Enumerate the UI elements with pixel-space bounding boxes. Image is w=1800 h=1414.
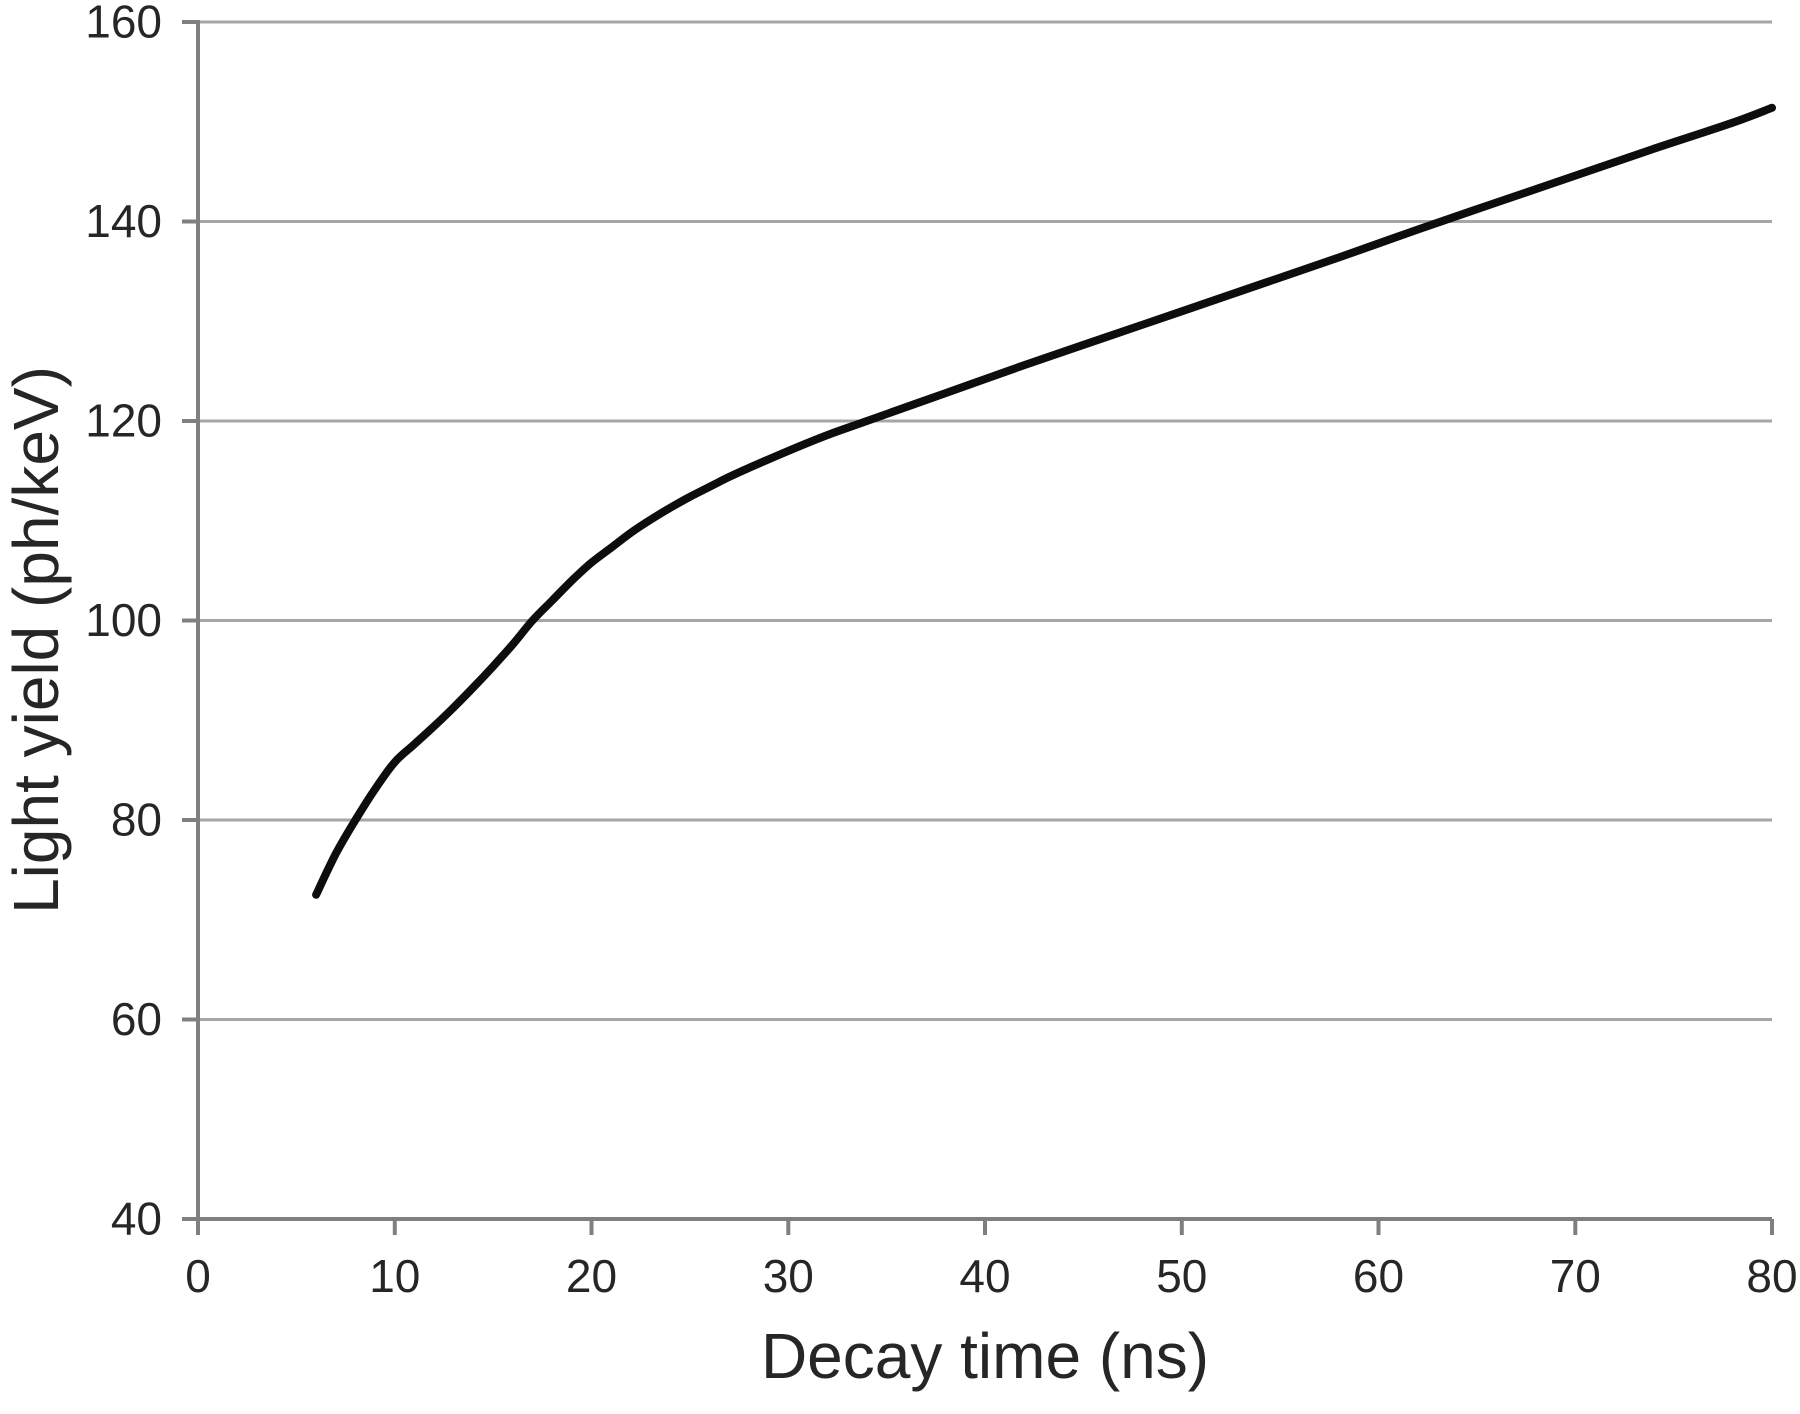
y-axis-title: Light yield (ph/keV)	[0, 366, 72, 914]
x-tick-label-60: 60	[1353, 1250, 1404, 1302]
x-tick-label-40: 40	[959, 1250, 1010, 1302]
y-tick-label-60: 60	[111, 993, 162, 1045]
y-tick-label-80: 80	[111, 794, 162, 846]
x-tick-label-10: 10	[369, 1250, 420, 1302]
x-tick-label-0: 0	[185, 1250, 211, 1302]
x-axis-title: Decay time (ns)	[760, 1320, 1210, 1392]
x-tick-label-70: 70	[1550, 1250, 1601, 1302]
x-tick-label-20: 20	[566, 1250, 617, 1302]
y-tick-label-140: 140	[85, 195, 162, 247]
x-tick-label-30: 30	[763, 1250, 814, 1302]
x-tick-label-80: 80	[1746, 1250, 1797, 1302]
y-tick-label-120: 120	[85, 395, 162, 447]
series-line-light-yield-vs-decay-time	[312, 103, 1776, 899]
y-tick-label-100: 100	[85, 594, 162, 646]
y-tick-label-160: 160	[85, 0, 162, 48]
x-tick-label-50: 50	[1156, 1250, 1207, 1302]
y-tick-label-40: 40	[111, 1193, 162, 1245]
